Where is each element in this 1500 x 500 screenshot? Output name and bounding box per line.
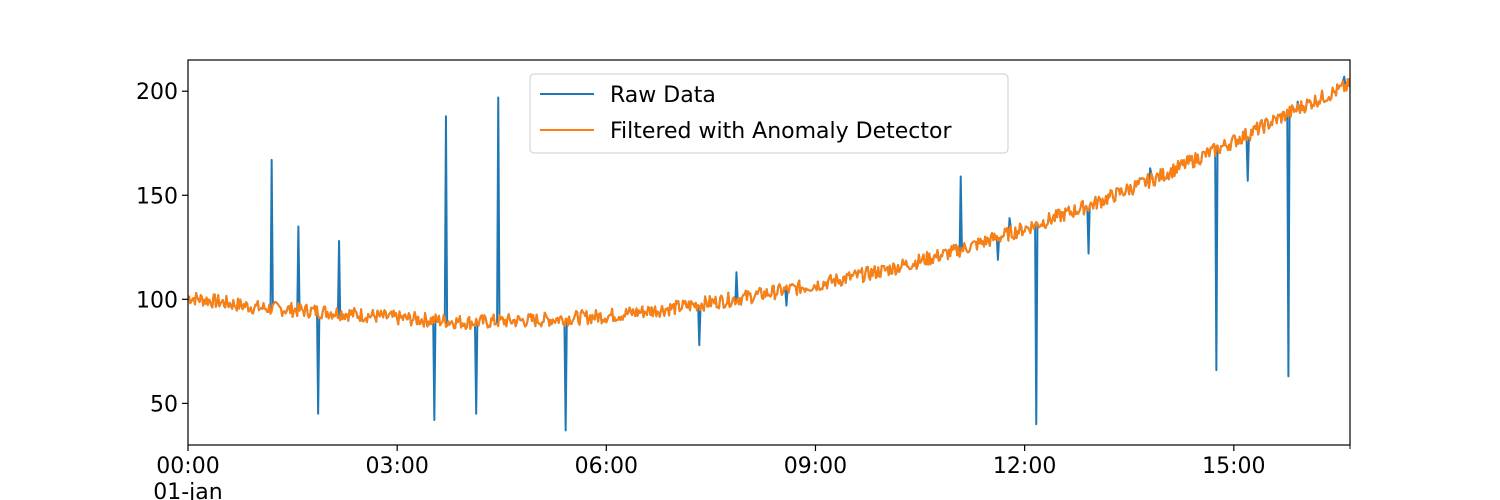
- x-tick-label: 06:00: [575, 454, 638, 479]
- series-filtered: [188, 77, 1350, 330]
- x-tick-label: 12:00: [993, 454, 1056, 479]
- x-tick-label: 03:00: [365, 454, 428, 479]
- legend-box: [529, 73, 1009, 154]
- legend-label: Raw Data: [610, 83, 716, 108]
- x-tick-label: 15:00: [1202, 454, 1265, 479]
- y-tick-label: 200: [136, 80, 178, 105]
- legend-label: Filtered with Anomaly Detector: [610, 119, 952, 144]
- x-tick-sublabel: 01-jan: [153, 480, 222, 500]
- x-tick-label: 09:00: [784, 454, 847, 479]
- y-tick-label: 100: [136, 288, 178, 313]
- y-tick-label: 50: [150, 392, 178, 417]
- plot-frame: [187, 59, 1351, 446]
- legend: Raw Data Filtered with Anomaly Detector: [529, 73, 1009, 154]
- lines-layer: [188, 75, 1350, 432]
- x-tick-label: 00:00: [156, 454, 219, 479]
- y-tick-label: 150: [136, 184, 178, 209]
